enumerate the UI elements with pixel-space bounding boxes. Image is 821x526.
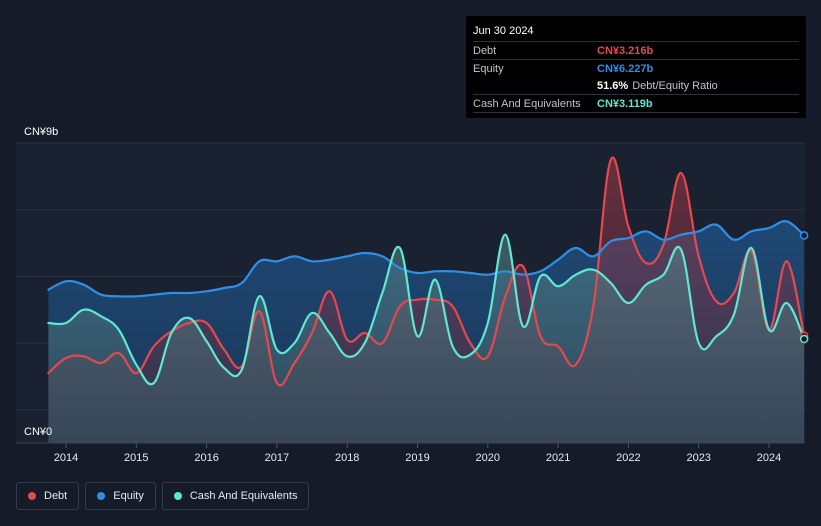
tooltip-ratio-label: Debt/Equity Ratio xyxy=(632,79,718,92)
tooltip-cash-value: CN¥3.119b xyxy=(597,97,653,110)
legend-item-equity[interactable]: Equity xyxy=(85,482,156,510)
tooltip-equity-row: Equity CN¥6.227b xyxy=(473,59,799,77)
equity-line xyxy=(47,220,806,298)
legend-item-debt[interactable]: Debt xyxy=(16,482,80,510)
series-lines xyxy=(47,156,806,387)
chart-legend: Debt Equity Cash And Equivalents xyxy=(16,482,310,510)
x-tick-label: 2018 xyxy=(335,452,359,464)
series-areas xyxy=(48,157,805,444)
tooltip-ratio-value: 51.6% xyxy=(597,79,629,92)
tooltip-cash-label: Cash And Equivalents xyxy=(473,97,581,110)
legend-equity-dot-icon xyxy=(97,492,106,500)
legend-debt-dot-icon xyxy=(28,492,36,500)
x-tick-label: 2020 xyxy=(476,452,500,464)
debt-line xyxy=(47,156,806,387)
y-axis-max-label: CN¥9b xyxy=(24,126,58,138)
x-tick-label: 2016 xyxy=(194,452,218,464)
tooltip-debt-label: Debt xyxy=(473,44,497,57)
legend-debt-label: Debt xyxy=(44,490,68,502)
x-axis-ticks: 2014 2015 2016 2017 2018 2019 2020 2021 2022 2023… xyxy=(54,443,781,464)
tooltip-cash-row: Cash And Equivalents CN¥3.119b xyxy=(473,94,799,113)
tooltip-equity-value: CN¥6.227b xyxy=(597,62,654,75)
legend-item-cash[interactable]: Cash And Equivalents xyxy=(161,482,310,510)
tooltip-equity-label: Equity xyxy=(473,62,504,75)
x-tick-label: 2017 xyxy=(265,452,289,464)
tooltip-debt-value: CN¥3.216b xyxy=(597,44,654,57)
x-tick-label: 2024 xyxy=(757,452,781,464)
legend-cash-dot-icon xyxy=(173,492,182,500)
x-tick-label: 2014 xyxy=(54,452,78,464)
x-tick-label: 2015 xyxy=(124,452,148,464)
y-axis-min-label: CN¥0 xyxy=(24,426,52,438)
tooltip-date: Jun 30 2024 xyxy=(473,25,534,37)
x-tick-label: 2019 xyxy=(405,452,429,464)
equity-end-point xyxy=(799,231,809,240)
tooltip-ratio-row: 51.6% Debt/Equity Ratio xyxy=(473,77,799,94)
cash-area xyxy=(48,234,805,443)
tooltip-debt-row: Debt CN¥3.216b xyxy=(473,41,799,59)
legend-cash-label: Cash And Equivalents xyxy=(189,490,298,502)
legend-equity-label: Equity xyxy=(113,490,144,502)
x-tick-label: 2023 xyxy=(686,452,710,464)
cash-end-point xyxy=(799,334,809,344)
hover-tooltip: Jun 30 2024 Debt CN¥3.216b Equity CN¥6.2… xyxy=(466,16,806,118)
x-tick-label: 2021 xyxy=(546,452,570,464)
cash-line xyxy=(47,233,806,386)
series-end-markers xyxy=(799,231,809,344)
x-tick-label: 2022 xyxy=(616,452,640,464)
